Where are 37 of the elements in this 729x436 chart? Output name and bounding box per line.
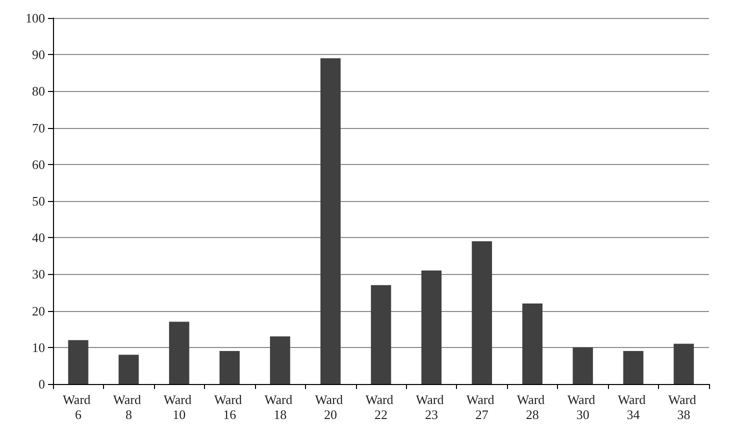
bar bbox=[118, 354, 139, 384]
x-tick-label: Ward 10 bbox=[164, 392, 195, 422]
y-tick-label: 20 bbox=[32, 303, 45, 318]
y-tick-label: 60 bbox=[32, 156, 45, 172]
x-tick-label: Ward 30 bbox=[567, 392, 598, 422]
x-tick-label: Ward 22 bbox=[365, 392, 397, 422]
y-tick-label: 70 bbox=[32, 120, 45, 136]
y-tick-label: 30 bbox=[32, 266, 45, 282]
bar bbox=[68, 340, 88, 384]
bar bbox=[472, 241, 492, 384]
y-tick-label: 0 bbox=[38, 376, 45, 392]
bar bbox=[421, 270, 442, 384]
bar bbox=[320, 58, 341, 384]
bar bbox=[522, 303, 542, 384]
x-tick-label: Ward 23 bbox=[416, 392, 447, 422]
x-tick-label: Ward 20 bbox=[315, 392, 346, 422]
x-tick-label: Ward 28 bbox=[516, 392, 548, 422]
y-tick-label: 80 bbox=[32, 84, 45, 99]
bar bbox=[169, 322, 190, 384]
bar bbox=[220, 351, 240, 384]
x-tick-label: Ward 6 bbox=[62, 392, 94, 422]
y-tick-label: 40 bbox=[32, 230, 45, 246]
bar bbox=[623, 351, 644, 384]
y-tick-label: 10 bbox=[32, 340, 45, 355]
bar bbox=[270, 336, 290, 384]
y-tick-label: 50 bbox=[32, 194, 45, 208]
y-tick-label: 90 bbox=[32, 47, 45, 62]
bar bbox=[370, 285, 392, 384]
y-tick-label: 100 bbox=[26, 10, 45, 26]
x-tick-label: Ward 16 bbox=[214, 392, 246, 422]
x-tick-label: Ward 18 bbox=[264, 392, 296, 422]
x-tick-label: Ward 34 bbox=[618, 392, 649, 422]
bar bbox=[674, 344, 694, 384]
bar bbox=[572, 347, 593, 384]
x-tick-label: Ward 27 bbox=[466, 392, 498, 422]
x-tick-label: Ward 38 bbox=[668, 392, 700, 422]
x-tick-label: Ward 8 bbox=[113, 392, 144, 422]
